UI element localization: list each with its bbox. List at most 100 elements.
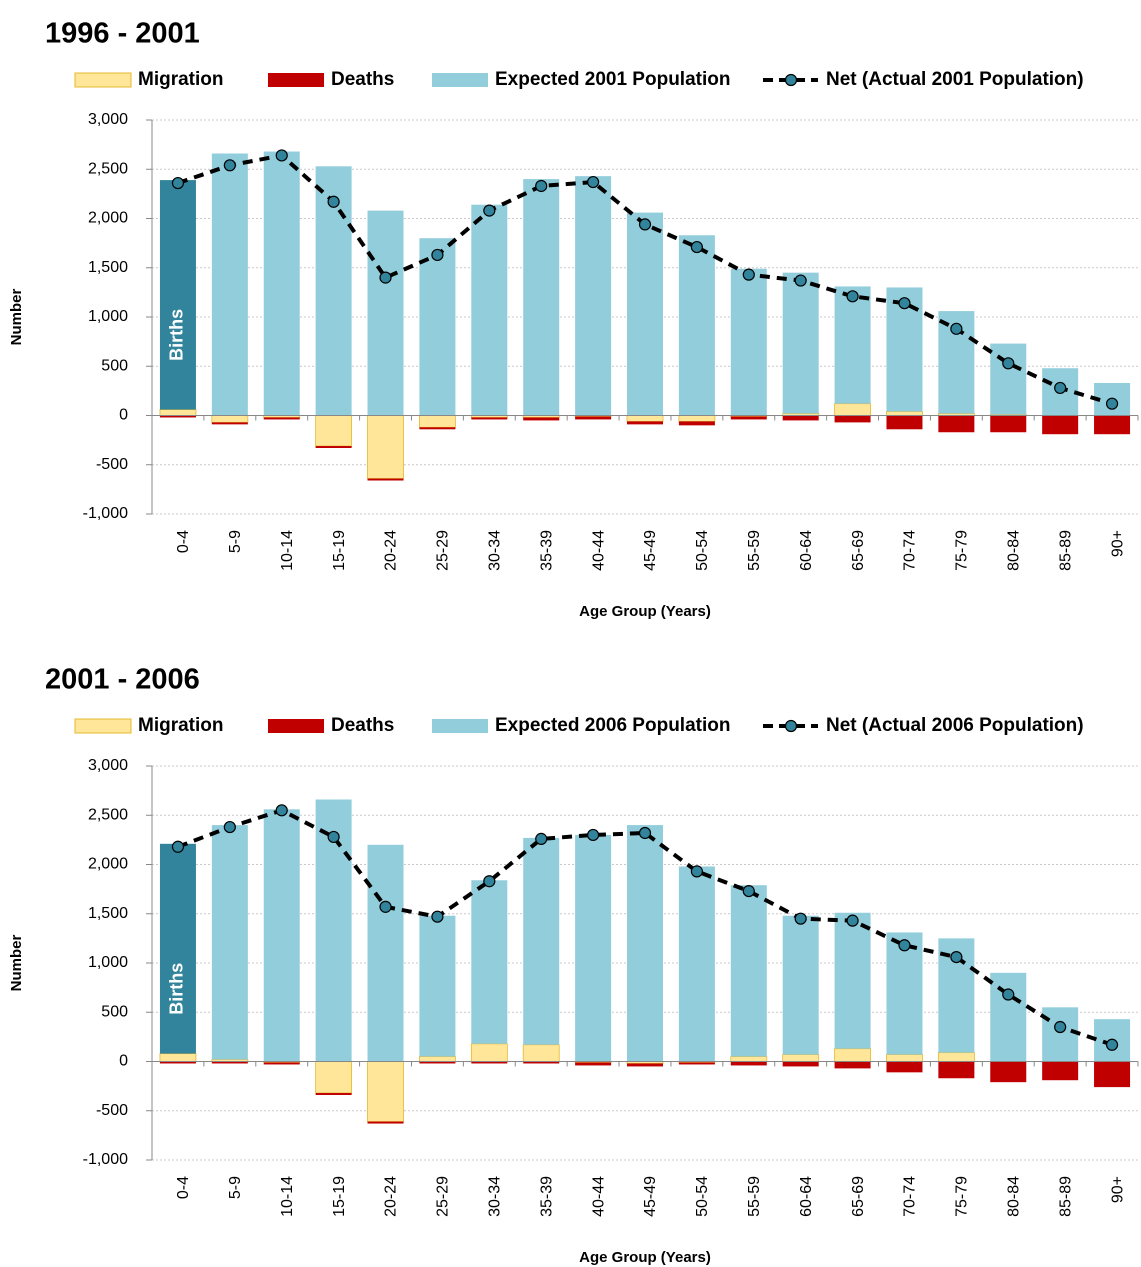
net-marker (898, 939, 911, 952)
bar (678, 415, 716, 422)
bar (211, 825, 248, 1060)
bar (419, 915, 456, 1057)
legend-marker (784, 73, 798, 87)
bar (471, 417, 508, 420)
bar (159, 1053, 197, 1062)
legend-swatch (74, 72, 132, 88)
net-marker (275, 149, 288, 162)
bar (886, 1061, 923, 1073)
bar (575, 176, 612, 416)
y-tick-label: 2,500 (88, 806, 128, 823)
bar (211, 415, 249, 423)
x-tick-label: 60-64 (798, 530, 815, 571)
net-marker (483, 875, 496, 888)
legend-swatch (432, 73, 488, 87)
bar (834, 912, 871, 1049)
births-label: Births (167, 963, 187, 1015)
x-tick-label: 30-34 (487, 530, 504, 571)
bar (627, 825, 663, 1062)
bar (886, 1054, 923, 1062)
bar (211, 422, 248, 425)
y-tick-label: -500 (96, 456, 128, 473)
net-marker (1002, 357, 1015, 370)
bar (834, 403, 871, 416)
legend-label: Net (Actual 2001 Population) (826, 69, 1084, 90)
net-marker (1054, 381, 1067, 395)
bar (315, 446, 352, 449)
y-tick-label: 1,500 (88, 905, 128, 922)
bar (159, 180, 196, 410)
net-marker (898, 297, 911, 310)
net-marker (327, 195, 340, 208)
x-tick-label: 35-39 (538, 530, 555, 571)
legend-label: Expected 2001 Population (495, 69, 730, 90)
legend-marker (784, 719, 798, 733)
bar (367, 415, 404, 479)
x-tick-label: 10-14 (279, 530, 296, 571)
net-marker (950, 950, 963, 964)
y-tick-label: 0 (119, 1053, 128, 1070)
x-tick-label: 45-49 (642, 1176, 659, 1217)
net-marker (223, 159, 236, 172)
bar (263, 417, 300, 420)
net-marker (1054, 1020, 1067, 1034)
bar (471, 1061, 508, 1064)
net-marker (638, 218, 652, 231)
bar (990, 415, 1027, 433)
chart-title: 2001 - 2006 (45, 664, 200, 696)
bar (678, 866, 715, 1062)
bar (886, 932, 923, 1055)
net-marker (327, 830, 340, 844)
bar (367, 210, 404, 416)
legend-label: Migration (138, 715, 224, 736)
bar (1042, 1061, 1079, 1081)
bar (471, 204, 508, 416)
net-marker (950, 322, 963, 335)
bar (782, 415, 819, 421)
x-tick-label: 30-34 (487, 1176, 504, 1217)
net-marker (587, 175, 600, 189)
x-tick-label: 25-29 (435, 530, 452, 571)
legend-swatch (268, 719, 324, 733)
bar (471, 880, 508, 1044)
net-marker (794, 274, 807, 287)
net-marker (690, 865, 703, 878)
bar (367, 1061, 404, 1122)
x-tick-label: 35-39 (538, 1176, 555, 1217)
bar (367, 478, 404, 481)
bar (419, 415, 456, 428)
net-marker (846, 914, 859, 927)
bar (730, 1061, 767, 1066)
bar (575, 1062, 612, 1066)
y-tick-label: 2,000 (88, 210, 128, 227)
legend-label: Expected 2006 Population (495, 715, 730, 736)
net-marker (638, 826, 652, 840)
bar (315, 799, 352, 1062)
bar (937, 1052, 975, 1062)
bar (782, 272, 819, 414)
x-tick-label: 5-9 (227, 1176, 244, 1199)
bar (834, 1048, 871, 1062)
bar (990, 1061, 1027, 1083)
x-tick-label: 40-44 (590, 1176, 607, 1217)
net-marker (379, 271, 392, 284)
net-marker (431, 248, 444, 262)
bar (782, 1054, 820, 1062)
legend-label: Deaths (331, 69, 394, 90)
net-marker (223, 820, 236, 834)
bar (575, 834, 612, 1062)
net-marker (483, 204, 496, 217)
bar (1042, 1007, 1079, 1062)
bar (263, 1062, 300, 1065)
x-tick-label: 85-89 (1057, 530, 1074, 571)
bar (523, 1061, 560, 1064)
bar (419, 427, 456, 430)
x-tick-label: 0-4 (175, 530, 192, 553)
x-tick-label: 75-79 (954, 530, 971, 571)
net-marker (535, 179, 548, 193)
y-tick-label: 3,000 (88, 111, 128, 128)
net-marker (171, 176, 185, 190)
bar (1094, 415, 1131, 435)
bar (159, 409, 197, 416)
